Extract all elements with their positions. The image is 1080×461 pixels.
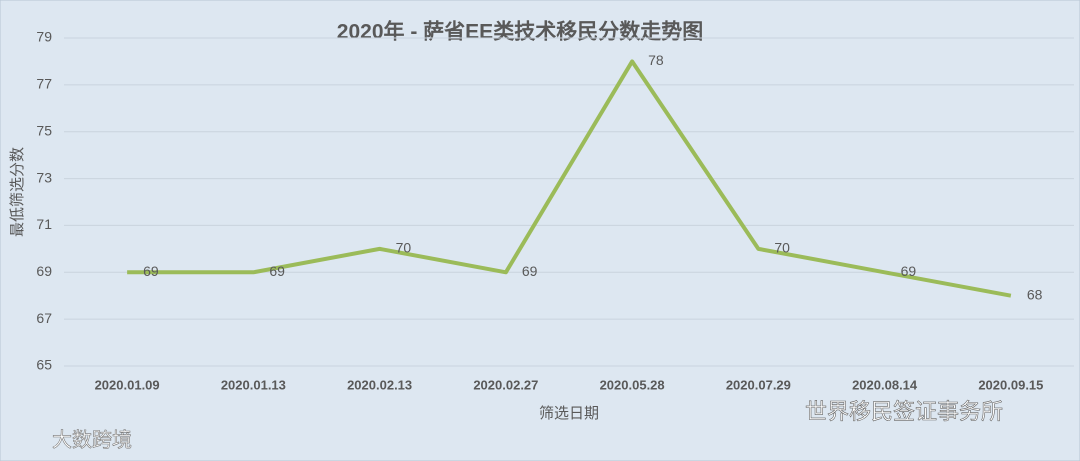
x-tick-label: 2020.07.29 xyxy=(726,377,791,392)
watermark: 世界移民签证事务所 xyxy=(805,399,1003,424)
data-label: 68 xyxy=(1027,286,1043,302)
x-tick-label: 2020.01.09 xyxy=(95,377,160,392)
x-axis-title: 筛选日期 xyxy=(539,405,599,422)
y-tick-label: 75 xyxy=(36,122,52,138)
y-tick-label: 71 xyxy=(36,216,52,232)
x-tick-label: 2020.02.13 xyxy=(347,377,412,392)
y-tick-label: 79 xyxy=(36,29,52,45)
y-tick-label: 73 xyxy=(36,169,52,185)
data-label: 70 xyxy=(396,240,412,256)
watermark: 大数跨境 xyxy=(52,428,132,451)
y-tick-label: 65 xyxy=(36,357,52,373)
data-label: 69 xyxy=(143,263,159,279)
x-tick-label: 2020.02.27 xyxy=(473,377,538,392)
x-tick-label: 2020.05.28 xyxy=(600,377,665,392)
y-tick-label: 69 xyxy=(36,263,52,279)
data-label: 78 xyxy=(648,52,664,68)
y-tick-label: 77 xyxy=(36,76,52,92)
data-label: 70 xyxy=(774,240,790,256)
x-tick-label: 2020.08.14 xyxy=(852,377,918,392)
x-tick-label: 2020.09.15 xyxy=(978,377,1043,392)
y-axis-title: 最低筛选分数 xyxy=(9,147,26,237)
data-label: 69 xyxy=(901,263,917,279)
y-tick-label: 67 xyxy=(36,310,52,326)
chart-title: 2020年 - 萨省EE类技术移民分数走势图 xyxy=(337,20,703,44)
x-tick-label: 2020.01.13 xyxy=(221,377,286,392)
line xyxy=(127,59,1012,298)
data-label: 69 xyxy=(522,263,538,279)
data-label: 69 xyxy=(269,263,285,279)
